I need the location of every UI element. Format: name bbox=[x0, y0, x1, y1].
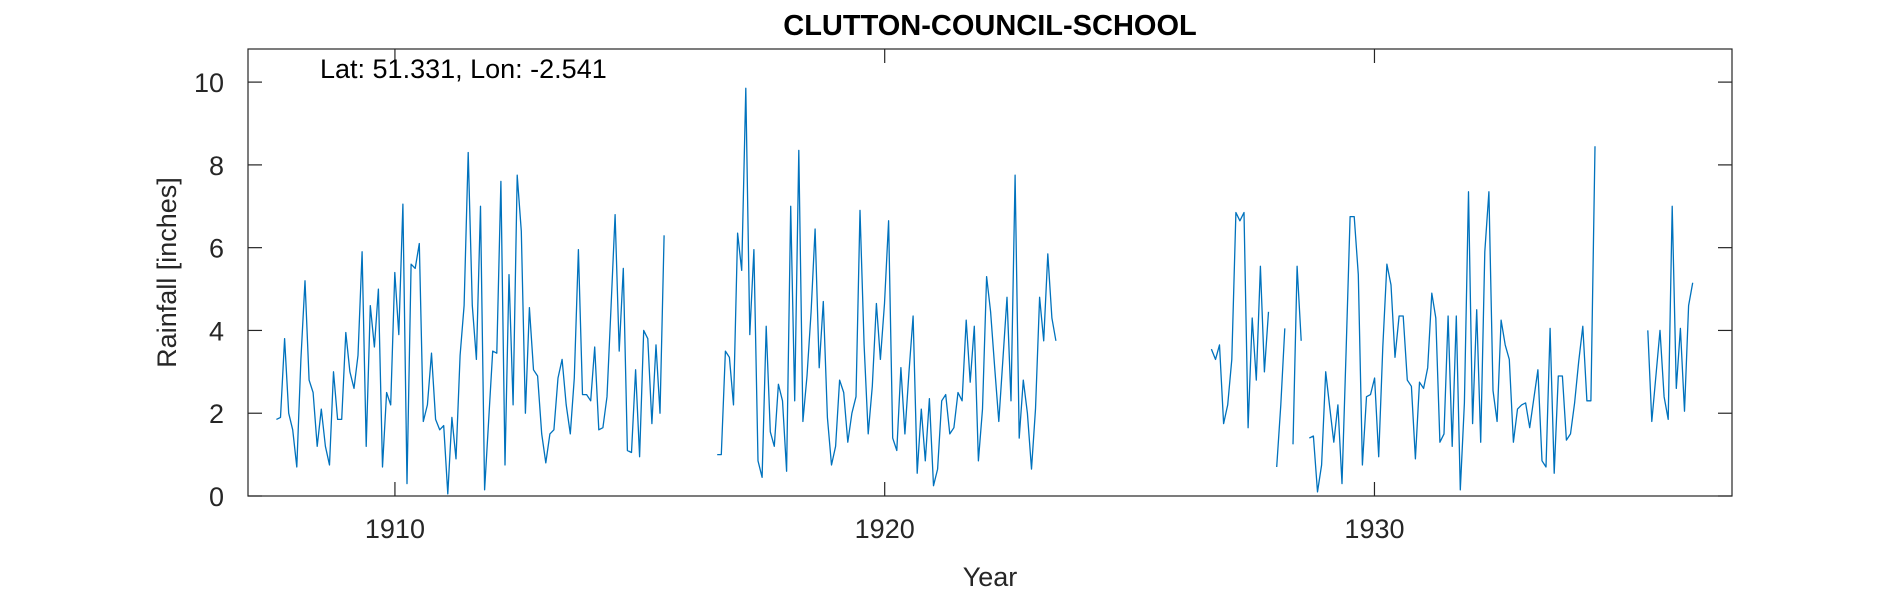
rainfall-series-line bbox=[1292, 265, 1302, 445]
data-series bbox=[276, 87, 1694, 495]
rainfall-series-line bbox=[717, 87, 1057, 487]
x-tick-label: 1910 bbox=[365, 514, 425, 544]
y-tick-label: 8 bbox=[209, 151, 224, 181]
rainfall-series-line bbox=[1276, 328, 1286, 468]
plot-area bbox=[247, 48, 1733, 497]
y-tick-label: 10 bbox=[194, 68, 224, 98]
y-tick-label: 2 bbox=[209, 399, 224, 429]
chart-title: CLUTTON-COUNCIL-SCHOOL bbox=[783, 10, 1196, 42]
rainfall-series-line bbox=[1309, 146, 1596, 493]
y-tick-label: 4 bbox=[209, 316, 224, 346]
x-tick-label: 1920 bbox=[855, 514, 915, 544]
x-tick-label: 1930 bbox=[1344, 514, 1404, 544]
y-tick-label: 0 bbox=[209, 482, 224, 512]
rainfall-series-line bbox=[1647, 205, 1694, 423]
x-axis-label: Year bbox=[963, 562, 1018, 591]
tick-labels: 1910 1920 1930 0 2 4 6 8 10 bbox=[194, 68, 1405, 544]
y-tick-label: 6 bbox=[209, 234, 224, 264]
location-annotation: Lat: 51.331, Lon: -2.541 bbox=[320, 54, 607, 84]
rainfall-series-line bbox=[276, 151, 665, 495]
rainfall-series-line bbox=[1210, 211, 1270, 429]
y-axis-label: Rainfall [inches] bbox=[152, 177, 182, 368]
axis-ticks bbox=[248, 49, 1732, 497]
